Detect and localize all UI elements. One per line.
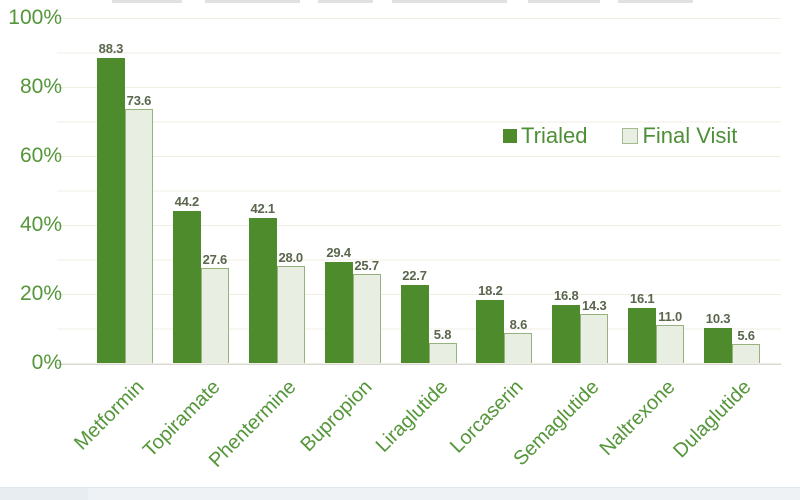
cropped-title-remnant [112,0,182,3]
bar-trialed-semaglutide: 16.8 [552,288,581,363]
bar-group-lorcaserin: 18.2 8.6 [466,18,542,363]
value-label-final-visit-semaglutide: 14.3 [582,297,607,313]
value-label-final-visit-topiramate: 27.6 [202,251,228,267]
y-axis-label-20: 20% [19,282,62,305]
x-axis-label-dulaglutide: Dulaglutide [669,376,756,463]
value-label-trialed-bupropion: 29.4 [326,244,351,260]
bar-trialed-lorcaserin: 18.2 [476,283,505,363]
bar-final-visit-semaglutide: 14.3 [580,298,609,363]
y-axis-label-100: 100% [8,6,62,29]
bar-group-liraglutide: 22.7 5.8 [391,18,467,363]
y-axis-label-0: 0% [31,351,62,374]
bar-group-phentermine: 42.1 28.0 [239,18,315,363]
value-label-trialed-metformin: 88.3 [98,41,124,57]
legend-swatch-final-visit-icon [622,128,639,144]
bar-group-semaglutide: 16.8 14.3 [542,18,618,363]
value-label-trialed-dulaglutide: 10.3 [705,310,731,326]
bar-final-visit-dulaglutide: 5.6 [732,328,761,363]
bar-trialed-dulaglutide: 10.3 [704,311,733,363]
legend-label-final-visit: Final Visit [642,123,738,148]
value-label-final-visit-bupropion: 25.7 [354,258,379,274]
bar-final-visit-lorcaserin: 8.6 [504,317,533,363]
bar-final-visit-bupropion: 25.7 [352,258,381,363]
cropped-title-remnant [618,0,693,3]
value-label-trialed-phentermine: 42.1 [250,200,275,216]
value-label-final-visit-naltrexone: 11.0 [658,309,683,324]
bar-trialed-phentermine: 42.1 [248,201,277,363]
plot-area: 88.3 73.6 44.2 27.6 42.1 28.0 29.4 25.7 22.7 5.8 1… [87,18,770,363]
value-label-trialed-semaglutide: 16.8 [554,288,579,303]
legend: Trialed Final Visit [503,123,737,149]
cropped-bottom-element-left [0,488,88,500]
value-label-final-visit-lorcaserin: 8.6 [509,317,528,333]
cropped-title-remnant [392,0,507,3]
cropped-title-remnant [318,0,373,3]
bar-group-dulaglutide: 10.3 5.6 [694,18,770,363]
bar-final-visit-liraglutide: 5.8 [428,327,457,363]
value-label-trialed-topiramate: 44.2 [174,193,200,209]
bar-trialed-bupropion: 29.4 [324,245,353,363]
cropped-title-remnant [528,0,600,3]
bar-group-metformin: 88.3 73.6 [87,18,163,363]
legend-swatch-trialed-icon [503,129,517,143]
value-label-trialed-naltrexone: 16.1 [629,290,655,306]
cropped-bottom-element [0,487,800,500]
bar-group-bupropion: 29.4 25.7 [315,18,391,363]
bar-group-topiramate: 44.2 27.6 [163,18,239,363]
value-label-trialed-lorcaserin: 18.2 [478,283,503,299]
bar-final-visit-metformin: 73.6 [124,93,153,363]
bar-trialed-naltrexone: 16.1 [628,291,657,363]
value-label-final-visit-phentermine: 28.0 [278,250,303,266]
legend-item-trialed: Trialed [503,123,587,149]
cropped-title-remnant [205,0,300,3]
value-label-final-visit-liraglutide: 5.8 [433,327,452,342]
value-label-final-visit-metformin: 73.6 [126,93,152,109]
y-axis-label-60: 60% [19,144,62,167]
value-label-final-visit-dulaglutide: 5.6 [737,327,755,343]
y-axis-label-40: 40% [19,213,62,236]
legend-item-final-visit: Final Visit [622,123,737,149]
bar-final-visit-naltrexone: 11.0 [656,309,685,363]
y-axis-label-80: 80% [19,75,62,98]
bar-group-naltrexone: 16.1 11.0 [618,18,694,363]
bar-trialed-metformin: 88.3 [96,41,125,363]
bar-final-visit-topiramate: 27.6 [200,252,229,363]
bar-trialed-topiramate: 44.2 [172,194,201,363]
bar-final-visit-phentermine: 28.0 [276,250,305,363]
legend-label-trialed: Trialed [521,123,588,148]
bar-trialed-liraglutide: 22.7 [400,268,429,363]
value-label-trialed-liraglutide: 22.7 [402,267,427,283]
